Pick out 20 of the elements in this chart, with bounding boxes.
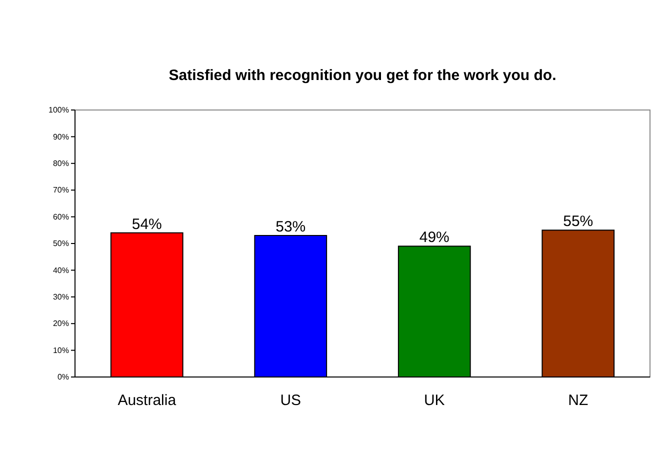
x-tick-label: Australia [118, 392, 177, 409]
y-tick-label: 90% [52, 132, 69, 142]
chart-title: Satisfied with recognition you get for the work you do. [168, 67, 556, 84]
x-tick-label: US [280, 392, 302, 409]
data-label: 55% [563, 213, 594, 230]
y-tick-label: 70% [52, 186, 69, 195]
y-tick-label: 0% [57, 372, 69, 382]
y-tick-label: 50% [52, 239, 69, 248]
y-tick-label: 20% [52, 319, 69, 328]
data-label: 54% [132, 216, 162, 233]
x-tick-label: NZ [568, 392, 588, 409]
data-label: 53% [276, 218, 306, 236]
data-label: 49% [419, 229, 450, 246]
y-tick-label: 100% [48, 106, 69, 115]
y-tick-label: 40% [52, 266, 69, 275]
y-tick-label: 10% [52, 346, 69, 355]
y-tick-label: 60% [52, 212, 69, 222]
y-tick-label: 30% [52, 292, 69, 302]
y-tick-label: 80% [52, 158, 69, 168]
x-tick-label: UK [424, 392, 445, 409]
